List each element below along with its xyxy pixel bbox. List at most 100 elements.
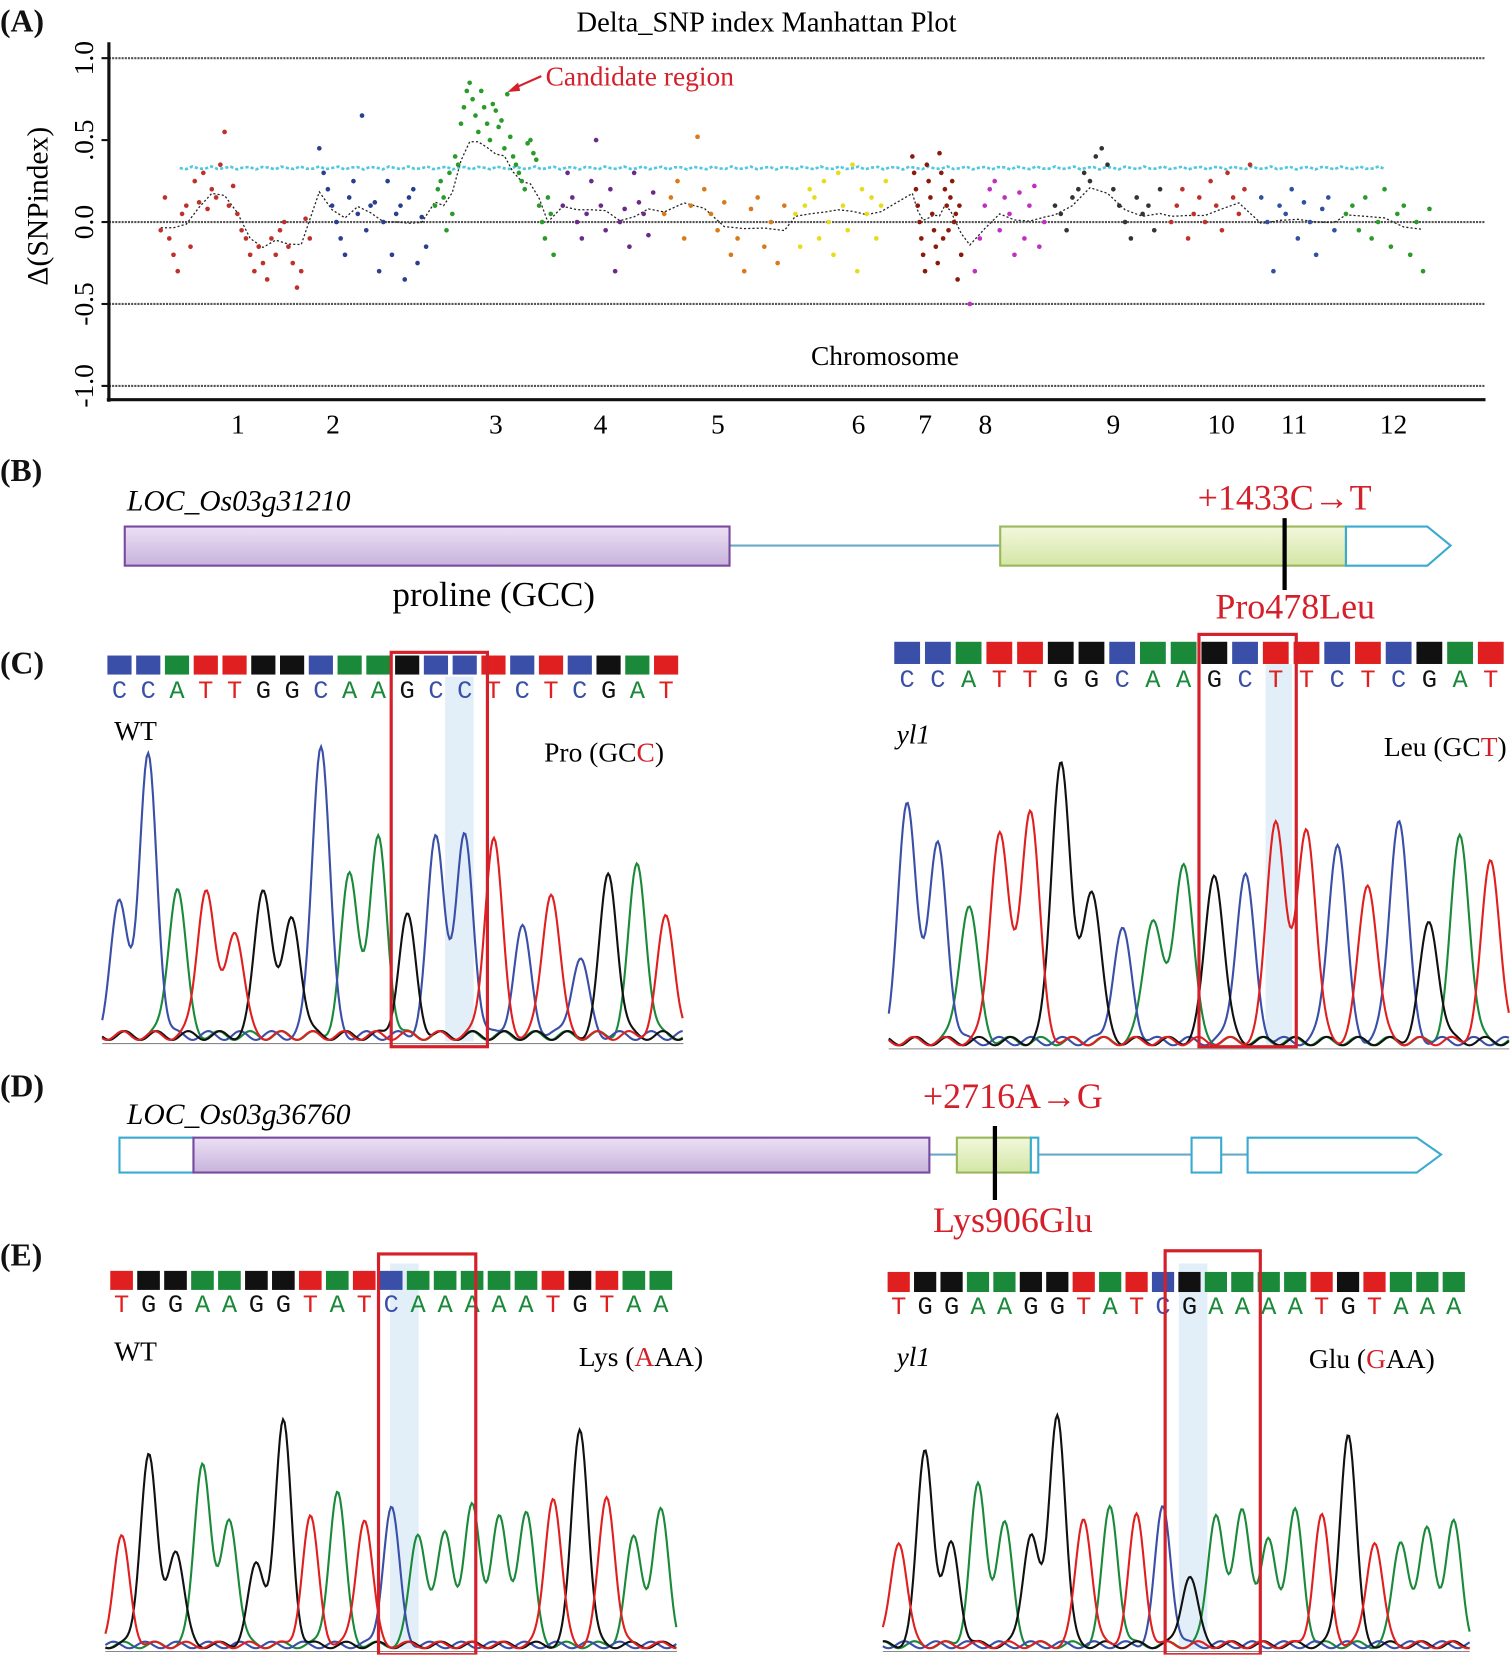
- base-letter: A: [195, 1291, 211, 1320]
- base-letter: A: [997, 1293, 1013, 1322]
- data-point-chr6: [793, 211, 798, 217]
- quality-box-G: [1416, 641, 1443, 664]
- data-point-chr10: [1213, 203, 1219, 208]
- data-point-chr12: [1427, 206, 1432, 212]
- threshold: [179, 164, 1386, 171]
- data-point-chr9: [1087, 178, 1093, 184]
- data-point-chr6: [826, 219, 832, 225]
- data-point-chr11: [1325, 195, 1331, 200]
- data-point-chr2: [410, 186, 416, 192]
- quality-box-G: [1178, 1271, 1201, 1293]
- codon-text: Glu (: [1309, 1344, 1366, 1374]
- data-point-chr2: [338, 236, 343, 241]
- base-letter: A: [1261, 1293, 1277, 1322]
- data-point-chr8: [992, 178, 998, 184]
- data-point-chr3: [473, 113, 478, 118]
- quality-box-A: [325, 1270, 349, 1290]
- data-point-chr4: [646, 232, 651, 238]
- data-point-chr3: [493, 108, 499, 113]
- data-point-chr5: [681, 236, 687, 241]
- base-letter: G: [1053, 666, 1068, 695]
- data-point-chr10: [1230, 195, 1236, 200]
- data-point-chr8: [972, 268, 978, 274]
- y-tick-label: 0.0: [69, 205, 99, 239]
- data-point-chr7: [938, 170, 944, 176]
- data-point-chr3: [449, 211, 455, 217]
- data-point-chr1: [277, 227, 283, 233]
- quality-box-G: [1047, 641, 1074, 664]
- codon-mutated-base: A: [634, 1342, 654, 1372]
- quality-box-C: [1324, 641, 1351, 664]
- data-point-chr11: [1307, 219, 1313, 225]
- quality-box-G: [1019, 1271, 1042, 1293]
- data-point-chr7: [919, 236, 924, 241]
- data-point-chr1: [196, 200, 202, 205]
- reference-lines: [108, 57, 1486, 387]
- candidate-annotation: Candidate region: [507, 62, 734, 92]
- sample-label-e-yl1: yl1: [894, 1342, 931, 1372]
- quality-box-T: [654, 655, 679, 675]
- data-point-chr9: [1157, 186, 1163, 192]
- base-letter: A: [626, 1291, 642, 1320]
- data-point-chr1: [158, 227, 164, 233]
- y-tick-label: -1.0: [69, 364, 99, 407]
- data-point-chr7: [940, 236, 946, 241]
- data-point-chr7: [913, 186, 919, 192]
- data-point-chr3: [484, 121, 490, 127]
- codon-mutated-base: C: [637, 737, 655, 767]
- quality-box-A: [487, 1270, 511, 1290]
- data-point-chr2: [376, 268, 382, 274]
- base-letter: G: [1084, 666, 1099, 695]
- data-point-chr8: [1012, 252, 1017, 258]
- data-point-chr9: [1070, 195, 1075, 200]
- quality-box-G: [1201, 641, 1228, 664]
- base-letter: T: [545, 1291, 560, 1320]
- data-point-chr7: [937, 150, 942, 156]
- data-point-chr6: [802, 203, 808, 208]
- data-point-chr7: [942, 186, 948, 192]
- codon-box: [1197, 632, 1298, 1049]
- utr-exon: [1190, 1136, 1223, 1174]
- quality-box-T: [1363, 1271, 1386, 1293]
- sample-label-e-wt: WT: [114, 1337, 157, 1367]
- base-letter: T: [1129, 1293, 1144, 1322]
- base-letter: A: [1103, 1293, 1119, 1322]
- data-point-chr1: [298, 268, 304, 274]
- data-point-chr4: [617, 219, 623, 225]
- quality-box-G: [137, 1270, 160, 1290]
- data-point-chr1: [188, 244, 193, 249]
- quality-box-T: [110, 1270, 133, 1290]
- data-point-chr2: [406, 195, 412, 200]
- x-axis-ticks: 1 2 3 4 5 6 7 8 9 10 11 12: [231, 409, 1407, 439]
- quality-box-T: [481, 655, 506, 675]
- base-letter: C: [1155, 1293, 1170, 1322]
- data-point-chr8: [1036, 244, 1042, 249]
- data-point-chr1: [286, 244, 291, 249]
- data-point-chr6: [873, 236, 879, 241]
- sample-label-c-yl1: yl1: [894, 719, 931, 749]
- scatter-points: [158, 80, 1432, 307]
- data-point-chr5: [761, 244, 767, 249]
- data-point-chr10: [1202, 219, 1208, 225]
- quality-box-T: [538, 655, 564, 675]
- data-point-chr3: [519, 178, 525, 184]
- quality-box-T: [352, 1270, 376, 1290]
- panel-label-a: (A): [0, 4, 44, 39]
- base-letter: A: [653, 1291, 669, 1320]
- data-point-chr7: [933, 244, 939, 249]
- data-point-chr6: [812, 195, 817, 200]
- data-point-chr2: [393, 211, 399, 217]
- data-point-chr3: [531, 150, 536, 156]
- data-point-chr2: [359, 113, 365, 118]
- data-point-chr10: [1225, 170, 1230, 176]
- quality-box-T: [1262, 641, 1289, 664]
- data-point-chr7: [920, 252, 926, 258]
- x-tick-label: 5: [711, 409, 725, 439]
- quality-box-A: [164, 655, 190, 675]
- data-point-chr3: [444, 227, 449, 233]
- quality-box-C: [567, 655, 592, 675]
- quality-box-T: [1310, 1271, 1333, 1293]
- data-point-chr1: [294, 285, 300, 290]
